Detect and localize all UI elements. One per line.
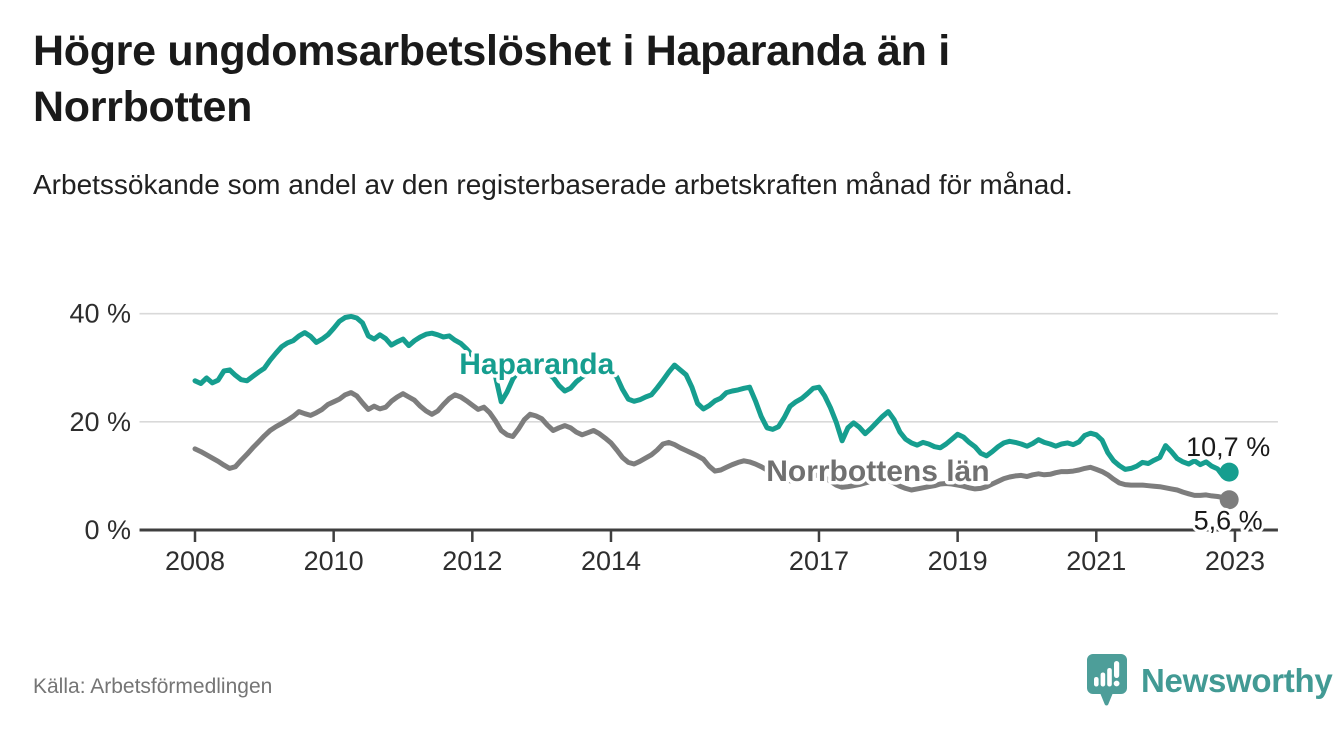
x-tick-label-2012: 2012 (442, 546, 502, 576)
brand-logo: Newsworthy (1086, 653, 1333, 708)
logo-bar-3 (1107, 668, 1112, 687)
logo-exclamation-dot (1113, 680, 1120, 687)
x-tick-label-2017: 2017 (789, 546, 849, 576)
line-chart: 2008 2010 2012 2014 2017 2019 2021 2023 0 % 20 % 4… (69, 299, 1278, 576)
x-tick-label-2023: 2023 (1205, 546, 1265, 576)
source-note: Källa: Arbetsförmedlingen (33, 675, 273, 698)
x-tick-label-2014: 2014 (581, 546, 641, 576)
end-dot-norrbotten (1219, 490, 1239, 510)
newsworthy-logo-icon (1087, 654, 1127, 706)
y-tick-label-40: 40 % (69, 299, 131, 329)
x-tick-label-2008: 2008 (165, 546, 225, 576)
end-value-label-haparanda: 10,7 % (1186, 432, 1270, 462)
series-label-norrbotten: Norrbottens län (766, 455, 989, 488)
y-tick-label-20: 20 % (69, 407, 131, 437)
series-label-haparanda: Haparanda (459, 348, 614, 381)
x-tick-label-2010: 2010 (304, 546, 364, 576)
brand-name: Newsworthy (1141, 661, 1333, 699)
series-line-haparanda (192, 313, 1232, 479)
logo-bar-1 (1094, 677, 1099, 687)
logo-bar-2 (1100, 672, 1106, 687)
series-line-norrbotten (192, 390, 1232, 503)
y-tick-label-0: 0 % (84, 515, 131, 545)
x-tick-label-2021: 2021 (1066, 546, 1126, 576)
x-tick-label-2019: 2019 (928, 546, 988, 576)
page-subtitle: Arbetssökande som andel av den registerb… (33, 169, 1073, 200)
logo-bubble (1087, 654, 1127, 706)
page-title: Högre ungdomsarbetslöshet i Haparanda än… (33, 27, 950, 131)
logo-exclamation-icon (1114, 661, 1120, 678)
end-value-label-norrbotten: 5,6 % (1194, 506, 1263, 536)
end-dot-haparanda (1219, 462, 1239, 482)
